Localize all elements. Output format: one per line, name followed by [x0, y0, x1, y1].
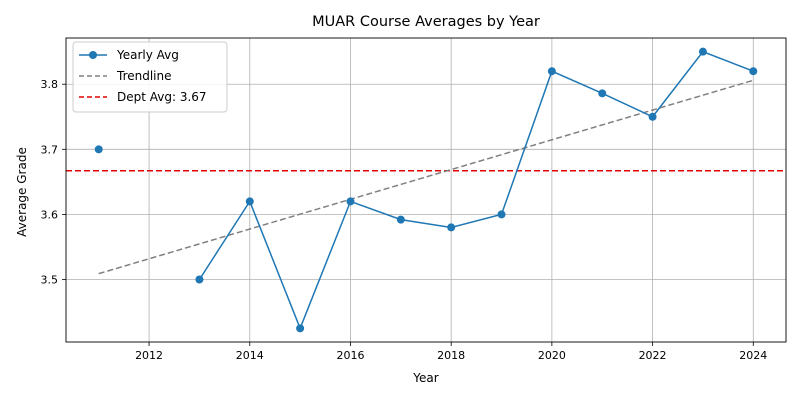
data-point	[346, 197, 355, 206]
x-tick-label: 2014	[236, 349, 264, 362]
x-tick-label: 2022	[639, 349, 667, 362]
data-point	[698, 47, 707, 56]
data-point	[195, 275, 204, 284]
legend-label-dept-avg: Dept Avg: 3.67	[117, 90, 207, 104]
data-point	[245, 197, 254, 206]
x-axis-label: Year	[412, 371, 438, 385]
series-layer	[66, 47, 786, 333]
x-tick-label: 2018	[437, 349, 465, 362]
legend: Yearly Avg Trendline Dept Avg: 3.67	[72, 41, 228, 113]
data-point	[547, 67, 556, 76]
y-axis-ticks: 3.5 3.6 3.7 3.8	[41, 78, 66, 287]
x-tick-label: 2016	[336, 349, 364, 362]
y-tick-label: 3.6	[41, 208, 59, 221]
y-tick-label: 3.8	[41, 78, 59, 91]
x-axis-ticks: 2012 2014 2016 2018 2020 2022 2024	[135, 342, 767, 362]
y-axis-label: Average Grade	[15, 147, 29, 237]
yearly-avg-line	[198, 50, 754, 331]
legend-label-trendline: Trendline	[116, 69, 172, 83]
data-point	[497, 210, 506, 219]
chart-title: MUAR Course Averages by Year	[312, 14, 540, 30]
data-point	[598, 89, 607, 98]
data-point	[648, 112, 657, 121]
x-tick-label: 2024	[739, 349, 767, 362]
legend-marker-yearly-avg	[89, 51, 97, 59]
data-point	[296, 324, 305, 333]
data-point	[94, 145, 103, 154]
data-point	[749, 67, 758, 76]
x-tick-label: 2020	[538, 349, 566, 362]
data-point	[447, 223, 456, 232]
legend-label-yearly-avg: Yearly Avg	[116, 48, 179, 62]
plot-frame	[65, 37, 787, 343]
data-point	[396, 215, 405, 224]
y-tick-label: 3.7	[41, 143, 59, 156]
y-tick-label: 3.5	[41, 274, 59, 287]
legend-box	[72, 41, 228, 113]
x-tick-label: 2012	[135, 349, 163, 362]
